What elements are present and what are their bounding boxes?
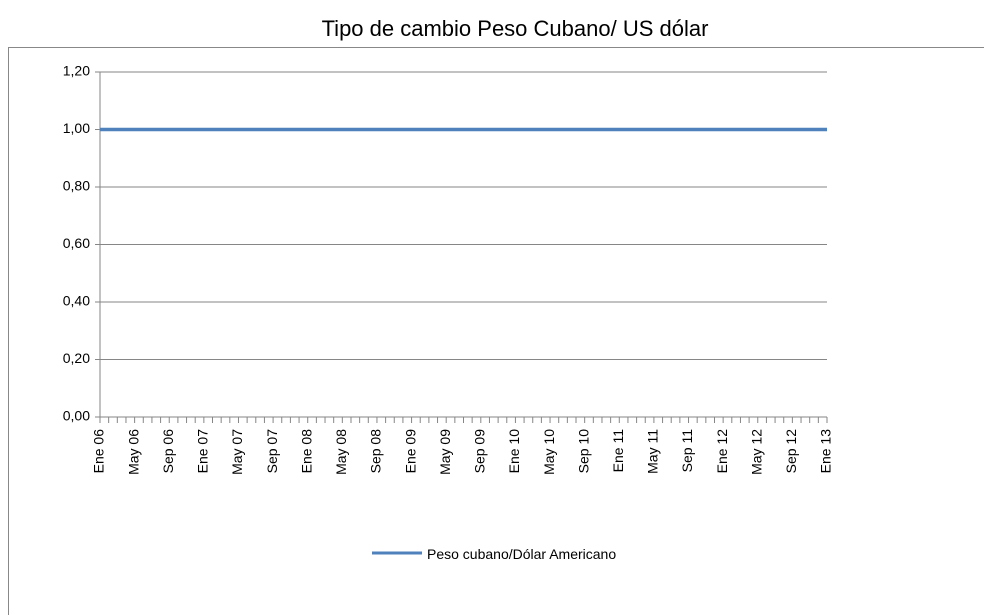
y-tick-label: 1,00: [63, 120, 90, 136]
x-tick-label: Ene 12: [714, 429, 730, 474]
x-tick-label: Sep 07: [264, 429, 280, 474]
y-tick-label: 0,40: [63, 293, 90, 309]
x-tick-label: May 07: [229, 429, 245, 475]
x-tick-label: May 09: [437, 429, 453, 475]
x-tick-label: Sep 06: [160, 429, 176, 474]
x-tick-label: Sep 10: [575, 429, 591, 474]
x-tick-label: May 12: [748, 429, 764, 475]
x-tick-label: May 06: [125, 429, 141, 475]
y-tick-label: 0,20: [63, 350, 90, 366]
x-tick-label: May 11: [645, 429, 661, 474]
y-tick-label: 0,00: [63, 408, 90, 424]
x-tick-label: Sep 08: [368, 429, 384, 474]
x-tick-label: Ene 08: [298, 429, 314, 474]
chart-frame: [8, 47, 984, 615]
y-tick-label: 1,20: [63, 63, 90, 79]
y-tick-label: 0,60: [63, 235, 90, 251]
x-tick-label: Sep 12: [783, 429, 799, 474]
x-tick-label: May 08: [333, 429, 349, 475]
chart-title: Tipo de cambio Peso Cubano/ US dólar: [322, 16, 709, 41]
x-tick-label: May 10: [541, 429, 557, 475]
x-tick-label: Ene 09: [402, 429, 418, 474]
x-tick-label: Ene 06: [91, 429, 107, 474]
y-tick-label: 0,80: [63, 178, 90, 194]
x-tick-label: Sep 11: [679, 429, 695, 473]
x-tick-label: Ene 11: [610, 429, 626, 473]
x-tick-label: Ene 13: [818, 429, 834, 474]
legend-label: Peso cubano/Dólar Americano: [427, 546, 617, 562]
x-tick-label: Sep 09: [472, 429, 488, 474]
x-tick-label: Ene 10: [506, 429, 522, 474]
x-tick-label: Ene 07: [195, 429, 211, 474]
